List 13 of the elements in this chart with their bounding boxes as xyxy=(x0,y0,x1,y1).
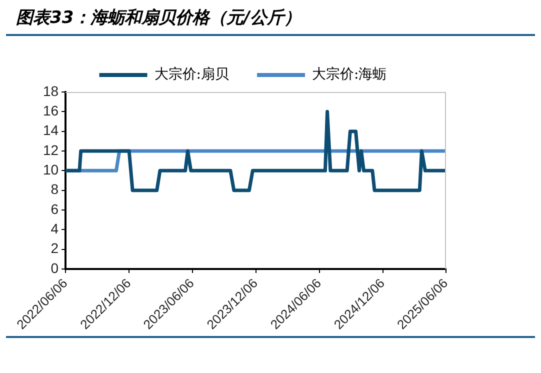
legend-label: 大宗价:海蛎 xyxy=(312,66,387,83)
y-tick-label: 18 xyxy=(42,82,59,99)
y-tick-label: 14 xyxy=(42,122,59,138)
y-tick-label: 6 xyxy=(50,200,59,217)
y-tick-label: 2 xyxy=(50,240,59,256)
y-tick-label: 10 xyxy=(42,162,59,178)
legend-label: 大宗价:扇贝 xyxy=(154,66,229,83)
y-tick-label: 0 xyxy=(50,260,59,276)
y-tick-label: 8 xyxy=(50,181,59,198)
chart-title: 图表33：海蛎和扇贝价格（元/公斤） xyxy=(6,0,535,36)
y-tick-label: 12 xyxy=(42,142,59,158)
y-tick-label: 4 xyxy=(50,220,59,236)
y-tick-label: 16 xyxy=(42,102,59,119)
